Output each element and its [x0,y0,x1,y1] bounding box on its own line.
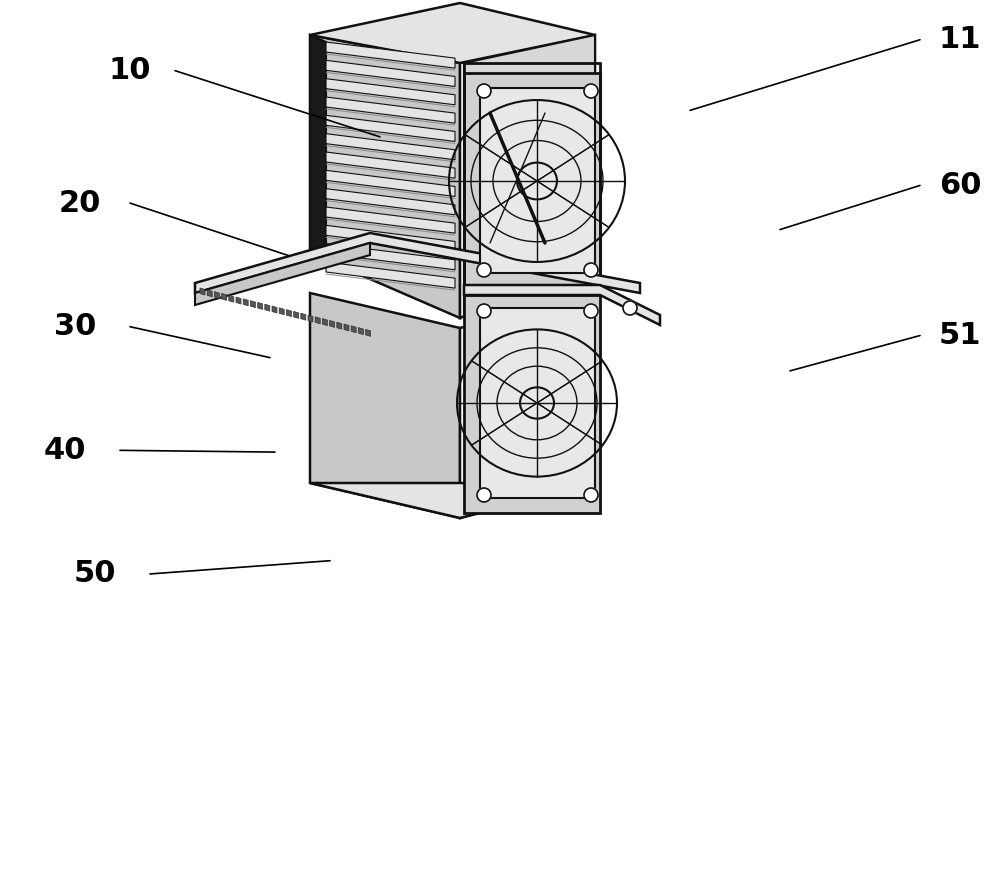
Polygon shape [326,170,455,196]
Polygon shape [322,319,327,326]
Polygon shape [265,305,270,311]
Polygon shape [195,233,640,293]
Polygon shape [310,293,460,518]
Text: 20: 20 [59,189,101,217]
Circle shape [584,263,598,277]
Polygon shape [229,295,234,302]
Polygon shape [294,312,299,319]
Polygon shape [464,285,660,325]
Text: 40: 40 [44,436,86,464]
Polygon shape [272,306,277,313]
Circle shape [477,263,491,277]
Polygon shape [464,35,595,318]
Polygon shape [308,315,313,322]
Polygon shape [326,79,455,105]
Polygon shape [301,313,306,321]
Polygon shape [326,225,455,252]
Polygon shape [214,291,219,298]
Polygon shape [310,35,326,260]
Polygon shape [337,322,342,329]
Polygon shape [310,483,595,518]
Polygon shape [366,329,371,336]
Text: 60: 60 [939,171,981,200]
Circle shape [623,301,637,315]
Circle shape [477,488,491,502]
Polygon shape [326,262,455,288]
Polygon shape [460,293,595,518]
Circle shape [477,304,491,318]
Polygon shape [326,152,455,178]
Circle shape [584,488,598,502]
Circle shape [584,84,598,98]
Text: 30: 30 [54,313,96,341]
Polygon shape [310,35,460,318]
Polygon shape [310,3,595,63]
Text: 11: 11 [939,26,981,54]
Polygon shape [222,293,227,300]
Polygon shape [464,295,600,513]
Polygon shape [460,35,595,318]
Text: 51: 51 [939,321,981,350]
Polygon shape [344,324,349,331]
Polygon shape [200,288,205,295]
Polygon shape [326,244,455,270]
Circle shape [496,397,520,421]
Polygon shape [326,133,455,160]
Text: 50: 50 [74,560,116,588]
Polygon shape [326,42,455,68]
Polygon shape [480,88,595,273]
Polygon shape [236,297,241,304]
Polygon shape [358,328,363,335]
Polygon shape [351,326,356,333]
Polygon shape [326,97,455,123]
Polygon shape [315,317,320,324]
Polygon shape [243,298,248,306]
Text: 10: 10 [109,57,151,85]
Polygon shape [279,308,284,315]
Polygon shape [258,302,263,309]
Polygon shape [326,189,455,215]
Circle shape [477,84,491,98]
Polygon shape [326,60,455,87]
Polygon shape [464,73,600,288]
Polygon shape [330,321,335,328]
Polygon shape [326,207,455,233]
Polygon shape [286,310,291,317]
Polygon shape [250,300,255,307]
Polygon shape [480,308,595,498]
Polygon shape [326,116,455,141]
Circle shape [584,304,598,318]
Polygon shape [207,290,212,297]
Polygon shape [195,243,370,305]
